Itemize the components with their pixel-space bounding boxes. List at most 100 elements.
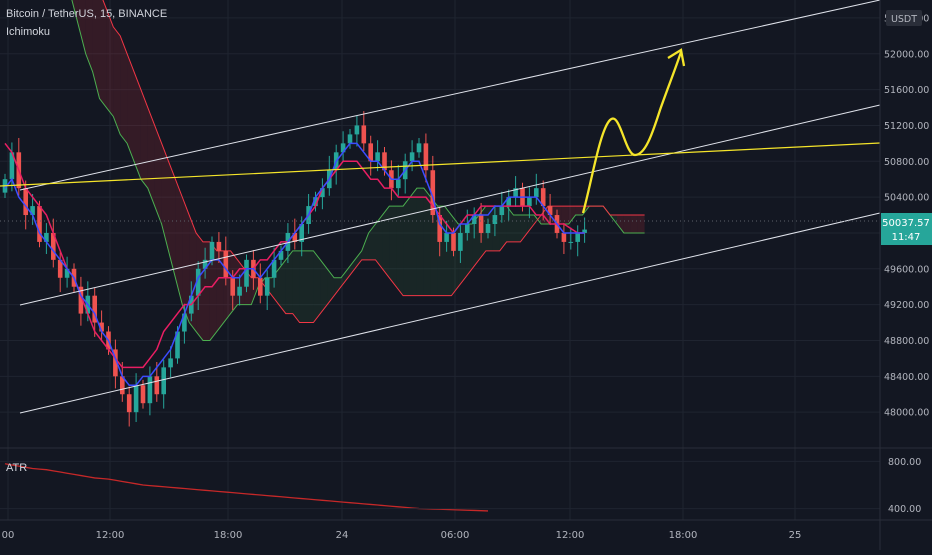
candle-body[interactable] [175,331,180,359]
candle-body[interactable] [113,349,118,377]
cloud-segment [313,250,321,323]
candle-body[interactable] [78,286,84,314]
candle-body[interactable] [299,224,304,242]
candle-body[interactable] [37,206,42,242]
candle-body[interactable] [499,206,505,216]
yellow-resistance-line[interactable] [0,142,881,187]
candle-body[interactable] [120,376,125,395]
candle-body[interactable] [547,206,553,216]
candle-body[interactable] [465,224,470,233]
yellow-projection-path[interactable] [581,51,683,214]
candle-body[interactable] [161,367,166,395]
candle-body[interactable] [230,277,235,296]
candle-body[interactable] [492,215,498,224]
candle-body[interactable] [99,322,104,332]
candle-body[interactable] [182,313,187,332]
candle-body[interactable] [534,188,539,198]
candle-body[interactable] [126,394,132,413]
candle-body[interactable] [64,268,70,278]
cloud-segment [285,250,293,314]
candle-body[interactable] [216,241,222,251]
drawings[interactable] [0,0,881,414]
cloud-segment [341,268,348,287]
atr-pane: 800.00 400.00 [0,457,921,515]
candle-body[interactable] [478,215,484,233]
candle-body[interactable] [361,125,367,144]
candle-body[interactable] [575,232,580,242]
candle-body[interactable] [430,170,436,216]
candle-body[interactable] [471,215,477,224]
candle-body[interactable] [485,224,491,233]
cloud-segment [140,89,148,189]
ichimoku-legend[interactable]: Ichimoku [6,26,51,38]
candle-body[interactable] [340,143,346,153]
candle-body[interactable] [30,206,35,216]
candle-body[interactable] [423,143,429,171]
time-tick-label: 24 [336,530,349,541]
candle-body[interactable] [133,385,139,413]
candle-body[interactable] [9,152,15,180]
candle-body[interactable] [382,152,387,171]
cloud-segment [292,250,300,323]
candle-body[interactable] [582,229,587,233]
candle-body[interactable] [451,232,456,251]
candle-body[interactable] [44,232,49,242]
candle-body[interactable] [354,125,360,135]
candle-body[interactable] [527,197,532,207]
candle-body[interactable] [444,232,449,242]
candle-body[interactable] [237,286,242,296]
candle-body[interactable] [202,259,208,269]
candle-body[interactable] [271,259,277,278]
candle-body[interactable] [347,134,353,144]
time-axis[interactable]: 00 12:00 18:00 24 06:00 12:00 18:00 25 [2,530,802,541]
atr-line [4,463,489,512]
candle-body[interactable] [292,232,298,242]
symbol-title[interactable]: Bitcoin / TetherUS, 15, BINANCE [6,8,168,20]
candle-body[interactable] [195,268,201,296]
cloud-segment [113,26,121,135]
cloud-segment [203,241,210,341]
candle-body[interactable] [409,152,415,162]
candle-body[interactable] [568,241,574,243]
price-tick-label: 51200.00 [884,121,929,132]
atr-tick-label: 400.00 [888,504,921,515]
candle-body[interactable] [258,277,263,296]
channel-lower-line[interactable] [19,212,881,414]
candle-body[interactable] [368,143,373,162]
candle-body[interactable] [223,250,229,278]
candle-body[interactable] [140,385,146,404]
candle-body[interactable] [168,358,173,368]
price-tick-label: 52000.00 [884,49,929,60]
candle-body[interactable] [396,179,401,189]
atr-legend[interactable]: ATR [6,462,28,474]
candle-body[interactable] [320,188,325,198]
candle-body[interactable] [416,143,422,153]
candle-body[interactable] [278,250,284,260]
candle-body[interactable] [513,188,518,198]
candle-body[interactable] [540,188,546,207]
candle-body[interactable] [244,259,249,287]
candle-body[interactable] [313,197,318,207]
channel-middle-line[interactable] [19,104,881,306]
candle-body[interactable] [92,295,97,323]
cloud-segment [334,277,341,296]
candle-body[interactable] [375,152,380,162]
candle-body[interactable] [23,188,28,216]
channel-upper-line[interactable] [19,0,881,191]
candle-body[interactable] [458,232,463,251]
cloud-segment [106,8,114,117]
cloud-segment [168,161,176,278]
cloud-segment [423,188,431,296]
candle-body[interactable] [51,232,56,260]
candle-body[interactable] [154,376,160,395]
candle-body[interactable] [561,232,567,242]
candle-body[interactable] [437,215,442,242]
time-tick-label: 18:00 [669,530,698,541]
candle-body[interactable] [506,197,511,207]
candle-body[interactable] [147,376,153,404]
candle-body[interactable] [209,241,215,260]
candle-body[interactable] [264,277,270,296]
candle-body[interactable] [57,259,63,278]
